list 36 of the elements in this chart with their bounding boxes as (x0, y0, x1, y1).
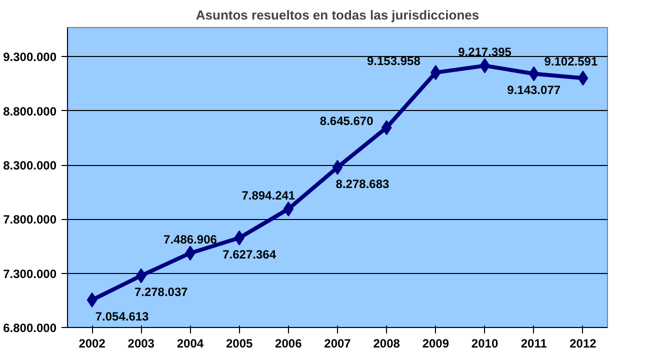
point (332, 160, 343, 175)
data-label: 7.054.613 (95, 309, 150, 324)
x-tick-label: 2005 (226, 336, 253, 350)
y-tick-label: 7.800.000 (3, 212, 57, 227)
y-tick-label: 7.300.000 (3, 266, 57, 281)
y-tick-label: 6.800.000 (3, 321, 57, 335)
x-tick-label: 2011 (520, 336, 548, 350)
point (578, 70, 588, 86)
data-label: 7.627.364 (222, 247, 276, 262)
y-tick-label: 8.300.000 (3, 158, 57, 173)
data-label: 7.894.241 (242, 188, 296, 202)
x-tick-label: 2004 (176, 336, 204, 350)
x-tick-label: 2003 (128, 336, 155, 350)
x-tick-label: 2009 (422, 336, 450, 350)
x-tick-label: 2012 (570, 336, 597, 350)
data-label: 7.278.037 (134, 285, 188, 300)
point (283, 201, 294, 216)
x-tick-label: 2007 (324, 336, 352, 350)
data-label: 8.645.670 (320, 114, 374, 128)
point (86, 292, 98, 308)
chart-title: Asuntos resueltos en todas las jurisdicciones (196, 8, 480, 22)
y-tick-label: 9.300.000 (3, 50, 57, 64)
x-tick-label: 2002 (78, 336, 106, 350)
data-label: 9.102.591 (544, 54, 598, 69)
point (381, 120, 392, 136)
data-label: 9.153.958 (366, 54, 421, 68)
data-label: 9.143.077 (507, 83, 561, 98)
data-label: 9.217.395 (458, 45, 512, 60)
x-tick-label: 2006 (275, 336, 302, 350)
x-tick-label: 2010 (471, 336, 498, 350)
data-label: 7.486.906 (164, 232, 218, 247)
data-label: 8.278.683 (336, 176, 390, 191)
y-tick-label: 8.800.000 (3, 104, 57, 118)
point (136, 268, 146, 284)
x-tick-label: 2008 (373, 336, 400, 350)
point (528, 66, 540, 82)
